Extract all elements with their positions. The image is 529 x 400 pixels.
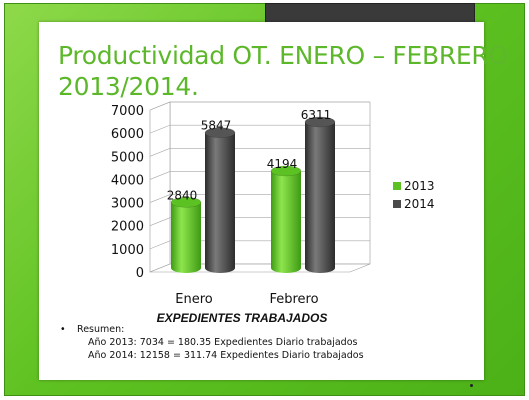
y-axis-ticks: 0 1000 2000 3000 4000 5000 6000 7000 [111, 104, 144, 281]
y-tick-label: 0 [136, 266, 144, 281]
summary-heading: Resumen: [77, 324, 125, 335]
bullet: • [60, 324, 66, 335]
gridline [149, 240, 370, 250]
x-axis-ticks: Enero Febrero [175, 292, 318, 307]
gridline [149, 194, 370, 203]
summary-heading-row: • Resumen: [60, 323, 490, 336]
title-line-2: 2013/2014. [58, 72, 199, 101]
bar-body [271, 170, 301, 268]
data-label: 5847 [201, 119, 232, 133]
chart-legend: 2013 2014 [393, 179, 435, 211]
data-label: 2840 [167, 188, 198, 202]
summary-line-2014: Año 2014: 12158 = 311.74 Expedientes Dia… [88, 350, 364, 361]
gridline [149, 101, 370, 111]
decorative-dot [470, 384, 473, 387]
data-label: 4194 [267, 157, 298, 171]
y-tick-label: 3000 [111, 197, 144, 212]
title-line-1: Productividad OT. ENERO – FEBRERO [58, 41, 508, 70]
y-tick-label: 5000 [111, 150, 144, 165]
legend-label: 2014 [404, 197, 435, 211]
bar-body [205, 132, 235, 268]
y-tick-label: 6000 [111, 127, 144, 142]
chart-gridlines [149, 101, 370, 273]
gridline [149, 124, 370, 134]
bar-top [204, 127, 236, 138]
bar-top [270, 165, 302, 177]
x-axis-label: EXPEDIENTES TRABAJADOS [157, 311, 328, 325]
bar-top [304, 116, 336, 128]
gridline [149, 263, 370, 273]
gridline [149, 147, 370, 157]
y-tick-label: 1000 [111, 243, 144, 258]
bar-body [171, 202, 201, 268]
bar-top [170, 197, 202, 208]
x-tick-label: Enero [175, 292, 213, 307]
x-tick-label: Febrero [269, 292, 318, 307]
data-label: 6311 [301, 108, 332, 122]
legend-swatch [393, 182, 401, 190]
gridline [149, 171, 370, 180]
chart-bars: 2840 4194 5847 6311 [167, 108, 336, 273]
bar-body [305, 121, 335, 268]
summary-line-2013: Año 2013: 7034 = 180.35 Expedientes Diar… [88, 337, 358, 348]
legend-swatch [393, 200, 401, 208]
side-wall [149, 101, 171, 273]
y-tick-label: 7000 [111, 104, 144, 119]
y-tick-label: 2000 [111, 220, 144, 235]
y-tick-label: 4000 [111, 173, 144, 188]
slide-title: Productividad OT. ENERO – FEBRERO 2013/2… [58, 40, 508, 102]
legend-label: 2013 [404, 179, 435, 193]
gridline [149, 217, 370, 226]
summary-block: • Resumen: Año 2013: 7034 = 180.35 Exped… [60, 323, 490, 362]
